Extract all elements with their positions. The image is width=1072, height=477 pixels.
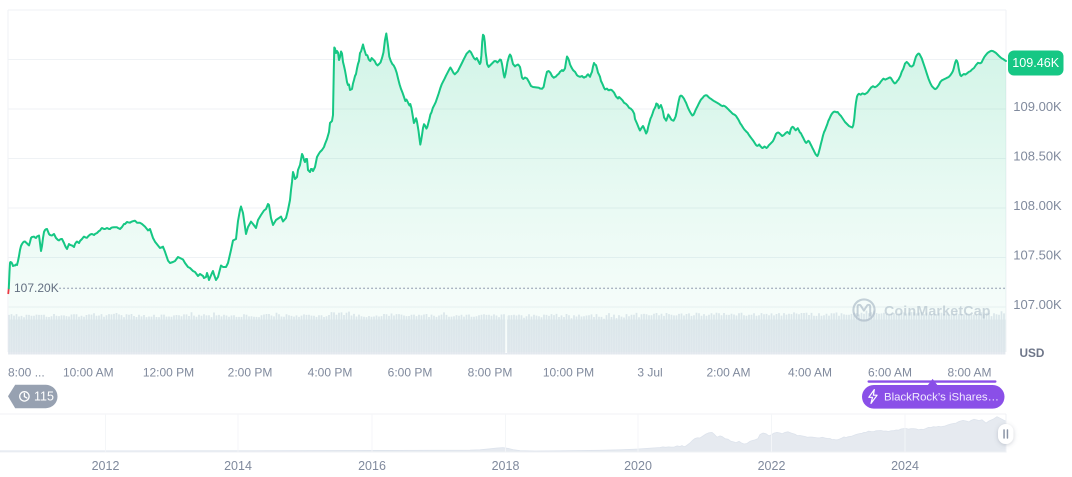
svg-text:108.50K: 108.50K: [1013, 148, 1062, 163]
svg-text:12:00 PM: 12:00 PM: [143, 366, 194, 380]
svg-text:4:00 PM: 4:00 PM: [308, 366, 353, 380]
svg-text:2012: 2012: [92, 459, 120, 473]
svg-text:2:00 PM: 2:00 PM: [228, 366, 273, 380]
svg-text:10:00 AM: 10:00 AM: [63, 366, 114, 380]
svg-text:BlackRock’s iShares…: BlackRock’s iShares…: [884, 392, 999, 404]
svg-text:2022: 2022: [758, 459, 786, 473]
svg-text:2024: 2024: [891, 459, 919, 473]
svg-text:107.00K: 107.00K: [1013, 297, 1062, 312]
svg-text:6:00 AM: 6:00 AM: [868, 366, 912, 380]
svg-text:2016: 2016: [358, 459, 386, 473]
svg-text:8:00 PM: 8:00 PM: [468, 366, 513, 380]
svg-text:4:00 AM: 4:00 AM: [788, 366, 832, 380]
svg-text:10:00 PM: 10:00 PM: [543, 366, 594, 380]
svg-text:2:00 AM: 2:00 AM: [706, 366, 750, 380]
svg-text:115: 115: [34, 389, 54, 403]
svg-text:2018: 2018: [492, 459, 520, 473]
svg-text:2020: 2020: [624, 459, 652, 473]
svg-text:2014: 2014: [224, 459, 252, 473]
svg-text:107.20K: 107.20K: [14, 281, 59, 295]
svg-text:109.46K: 109.46K: [1012, 56, 1060, 70]
svg-text:109.00K: 109.00K: [1013, 99, 1062, 114]
svg-text:108.00K: 108.00K: [1013, 198, 1062, 213]
svg-text:107.50K: 107.50K: [1013, 247, 1062, 262]
svg-text:8:00 AM: 8:00 AM: [947, 366, 991, 380]
svg-text:6:00 PM: 6:00 PM: [388, 366, 433, 380]
svg-text:3 Jul: 3 Jul: [637, 366, 662, 380]
svg-text:USD: USD: [1020, 346, 1045, 360]
svg-text:8:00 ...: 8:00 ...: [8, 366, 45, 380]
